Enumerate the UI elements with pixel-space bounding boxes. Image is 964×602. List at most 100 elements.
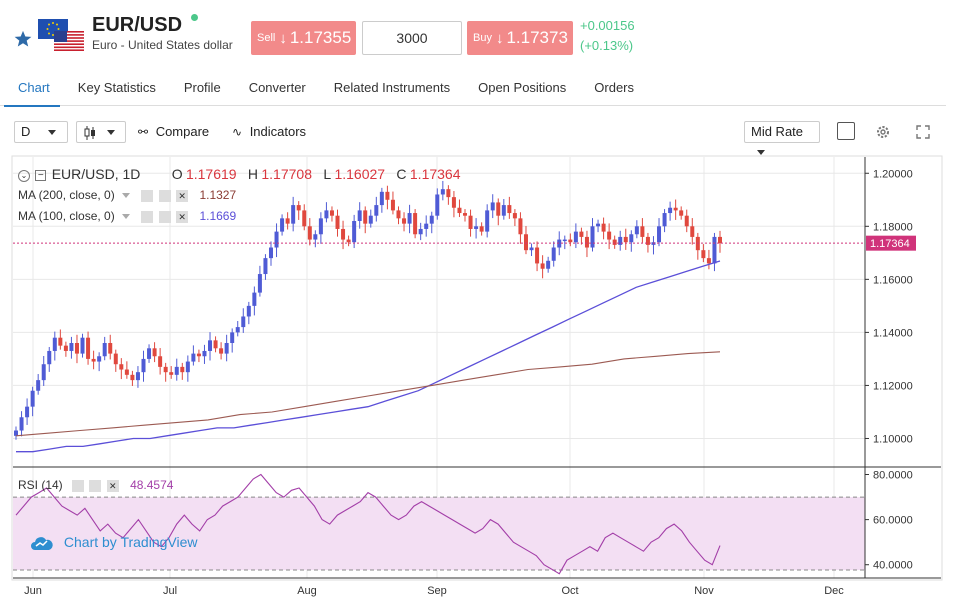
rsi-line	[15, 473, 721, 575]
candle-body	[584, 236, 589, 248]
candle-body	[219, 348, 224, 354]
rsi-gear-icon[interactable]	[89, 479, 102, 492]
tab-converter[interactable]: Converter	[248, 80, 306, 95]
candle-body	[468, 215, 473, 229]
candle-body	[684, 215, 689, 227]
candle-body	[463, 213, 468, 216]
buy-price: 1.17373	[506, 28, 568, 47]
candle-body	[202, 350, 207, 357]
candle-body	[457, 207, 462, 214]
legend-rsi: RSI (14) ✕ 48.4574	[18, 478, 173, 492]
candle-body	[235, 327, 240, 333]
collapse-icon[interactable]: ⌄	[18, 169, 30, 182]
candle-body	[623, 236, 628, 243]
tab-key-statistics[interactable]: Key Statistics	[77, 80, 156, 95]
settings-gear-icon[interactable]	[875, 124, 891, 140]
compare-icon: ⚯	[138, 125, 149, 139]
tab-open-positions[interactable]: Open Positions	[478, 80, 567, 95]
price-tick-label: 1.10000	[873, 433, 913, 445]
ma200-close-icon[interactable]: ✕	[176, 189, 189, 202]
color-picker-button[interactable]	[837, 122, 855, 140]
legend-toggle-icon[interactable]: −	[35, 170, 47, 182]
price-mode-value: Mid Rate	[751, 124, 804, 139]
chart-frame	[11, 155, 943, 581]
legend-close-label: C	[396, 166, 407, 182]
candle-body	[501, 205, 506, 216]
candle-body	[629, 234, 634, 243]
candle-body	[518, 218, 523, 235]
price-mode-select[interactable]: Mid Rate	[744, 121, 820, 156]
ma200-gear-icon[interactable]	[158, 189, 171, 202]
price-tick-label: 1.16000	[873, 274, 913, 286]
candle-body	[318, 218, 323, 235]
candle-body	[479, 226, 484, 232]
candle-body	[97, 356, 102, 362]
candle-body	[158, 356, 163, 367]
tab-profile[interactable]: Profile	[183, 80, 221, 95]
candle-body	[357, 210, 362, 221]
buy-button[interactable]: Buy ↓ 1.17373	[467, 21, 573, 55]
candle-body	[535, 247, 540, 264]
rsi-tick-label: 40.0000	[873, 560, 913, 572]
ma100-settings-icon[interactable]	[141, 210, 154, 223]
tradingview-watermark[interactable]: Chart by TradingView	[30, 534, 197, 551]
candle-body	[557, 239, 562, 248]
ma100-close-icon[interactable]: ✕	[176, 210, 189, 223]
candle-body	[329, 210, 334, 216]
candle-body	[180, 366, 185, 373]
candle-body	[573, 231, 578, 243]
candle-body	[30, 390, 35, 407]
candle-body	[296, 205, 301, 211]
quantity-input[interactable]: 3000	[362, 21, 462, 55]
time-axis: Jun Jul Aug Sep Oct Nov Dec	[24, 585, 844, 597]
interval-value: D	[21, 124, 31, 139]
candle-body	[618, 236, 623, 245]
candle-body	[673, 207, 678, 211]
change-percent: (+0.13%)	[580, 38, 634, 53]
candle-body	[718, 236, 722, 244]
candle-body	[690, 226, 695, 237]
candle-body	[490, 202, 495, 211]
candle-body	[368, 215, 373, 224]
candle-body	[706, 258, 711, 264]
candle-body	[363, 210, 368, 224]
candle-body	[645, 236, 650, 245]
compare-button[interactable]: ⚯ Compare	[138, 124, 209, 139]
indicators-button[interactable]: ∿ Indicators	[232, 124, 306, 139]
legend-ma100: MA (100, close, 0) ✕ 1.1669	[18, 209, 236, 223]
ma100-gear-icon[interactable]	[158, 210, 171, 223]
candle-body	[196, 353, 201, 357]
rsi-close-icon[interactable]: ✕	[106, 479, 119, 492]
time-tick-label: Oct	[561, 585, 578, 597]
candle-body	[130, 374, 135, 381]
candle-body	[80, 337, 85, 354]
candle-body	[224, 343, 229, 354]
interval-select[interactable]: D	[14, 121, 68, 143]
candle-body	[657, 226, 662, 243]
candle-body	[612, 239, 617, 245]
candle-body	[274, 231, 279, 248]
candle-body	[58, 337, 63, 346]
candle-body	[407, 213, 412, 224]
tab-related-instruments[interactable]: Related Instruments	[333, 80, 451, 95]
tab-orders[interactable]: Orders	[594, 80, 635, 95]
candle-body	[41, 364, 46, 381]
candle-body	[385, 191, 390, 200]
candle-body	[291, 205, 296, 224]
candle-body	[512, 213, 517, 219]
chart-type-select[interactable]	[76, 121, 126, 143]
candle-body	[540, 263, 545, 269]
sell-button[interactable]: Sell ↓ 1.17355	[251, 21, 356, 55]
candle-body	[313, 234, 318, 240]
candle-body	[257, 274, 262, 293]
tab-chart[interactable]: Chart	[0, 78, 64, 107]
fullscreen-icon[interactable]	[916, 125, 930, 139]
legend-open-label: O	[171, 166, 183, 182]
time-tick-label: Dec	[824, 585, 844, 597]
rsi-settings-icon[interactable]	[72, 479, 85, 492]
favorite-star-icon[interactable]	[14, 30, 32, 48]
ma200-settings-icon[interactable]	[141, 189, 154, 202]
change-absolute: +0.00156	[580, 18, 635, 33]
candle-body	[307, 226, 312, 240]
